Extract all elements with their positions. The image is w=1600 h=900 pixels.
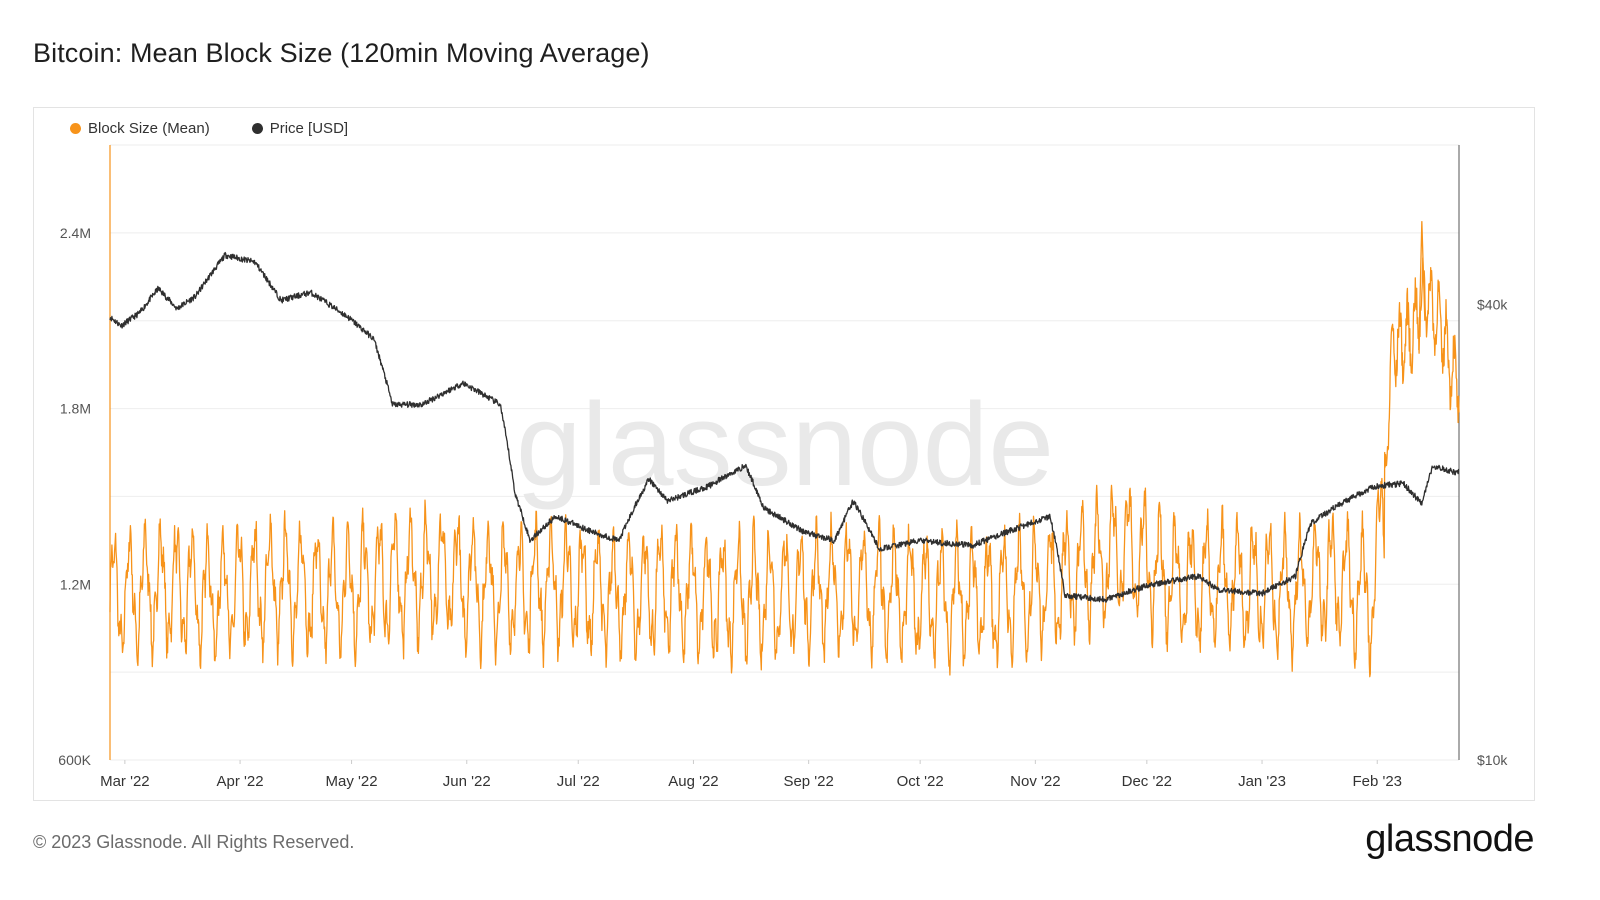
x-tick-label: Nov '22 — [1010, 773, 1060, 790]
y-left-tick-label: 2.4M — [60, 225, 91, 241]
y-left-tick-label: 600K — [58, 752, 91, 768]
legend-item-block-size[interactable]: Block Size (Mean) — [70, 120, 210, 137]
watermark: glassnode — [516, 379, 1054, 511]
series-line-price — [109, 251, 1460, 603]
legend: Block Size (Mean) Price [USD] — [70, 120, 348, 137]
page-title: Bitcoin: Mean Block Size (120min Moving … — [33, 38, 650, 68]
x-tick-label: Jan '23 — [1238, 773, 1286, 790]
x-tick-label: Feb '23 — [1352, 773, 1402, 790]
y-right-tick-label: $10k — [1477, 752, 1508, 768]
series-line-block-size — [109, 257, 1460, 678]
footer-copyright: © 2023 Glassnode. All Rights Reserved. — [33, 832, 355, 852]
brand-logo: glassnode — [1365, 818, 1534, 860]
y-right-tick-label: $40k — [1477, 297, 1508, 313]
x-tick-label: Dec '22 — [1122, 773, 1172, 790]
block-size-peak — [1418, 221, 1426, 351]
legend-item-price[interactable]: Price [USD] — [251, 120, 349, 137]
chart-panel — [33, 107, 1535, 801]
y-left-tick-label: 1.2M — [60, 576, 91, 592]
legend-dot-block-size — [70, 123, 81, 134]
x-tick-label: May '22 — [326, 773, 378, 790]
x-tick-label: Aug '22 — [668, 773, 718, 790]
legend-dot-price — [251, 123, 263, 134]
x-tick-label: Oct '22 — [897, 773, 944, 790]
x-tick-label: Sep '22 — [783, 773, 833, 790]
x-tick-label: Apr '22 — [217, 773, 264, 790]
x-tick-label: Jun '22 — [443, 773, 491, 790]
legend-label-block-size: Block Size (Mean) — [88, 120, 210, 137]
x-tick-label: Mar '22 — [100, 773, 150, 790]
x-tick-label: Jul '22 — [557, 773, 600, 790]
legend-label-price: Price [USD] — [269, 120, 349, 137]
y-left-tick-label: 1.8M — [60, 401, 91, 417]
